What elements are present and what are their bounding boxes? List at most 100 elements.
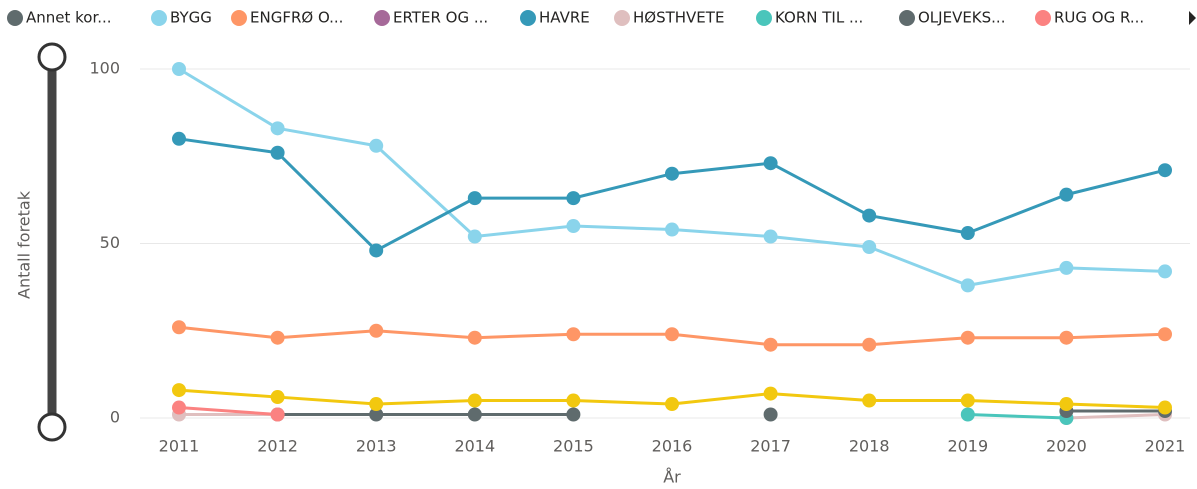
data-point bbox=[172, 62, 186, 76]
data-point bbox=[960, 226, 975, 241]
data-point bbox=[566, 327, 581, 342]
data-point bbox=[270, 330, 285, 345]
y-tick-label: 50 bbox=[100, 233, 120, 252]
legend-item[interactable]: OLJEVEKS... bbox=[899, 9, 1005, 27]
legend-swatch bbox=[374, 10, 390, 26]
legend-swatch bbox=[614, 10, 630, 26]
y-tick-label: 0 bbox=[110, 408, 120, 427]
data-point bbox=[665, 166, 679, 181]
x-tick-label: 2020 bbox=[1046, 437, 1087, 456]
legend-label: HØSTHVETE bbox=[633, 9, 724, 27]
data-point bbox=[1158, 400, 1172, 415]
data-point bbox=[1059, 330, 1074, 345]
legend-label: Annet kor... bbox=[26, 9, 112, 27]
legend-scroll-arrow[interactable] bbox=[1189, 11, 1196, 25]
data-point bbox=[369, 397, 384, 412]
data-point bbox=[172, 400, 186, 415]
x-tick-label: 2021 bbox=[1145, 437, 1186, 456]
legend-swatch bbox=[899, 10, 915, 26]
data-point bbox=[1059, 260, 1074, 275]
slider-handle[interactable] bbox=[37, 412, 67, 442]
legend-item[interactable]: BYGG bbox=[151, 9, 212, 27]
data-point bbox=[172, 320, 186, 335]
data-point bbox=[369, 138, 384, 153]
legend-item[interactable]: ERTER OG ... bbox=[374, 9, 488, 27]
legend-label: ENGFRØ O... bbox=[250, 9, 343, 27]
data-point bbox=[862, 208, 877, 223]
x-axis-title: År bbox=[663, 468, 681, 487]
data-point bbox=[960, 278, 975, 293]
data-point bbox=[566, 219, 581, 234]
data-point bbox=[467, 393, 482, 408]
data-point bbox=[369, 323, 384, 338]
legend-swatch bbox=[756, 10, 772, 26]
legend-label: BYGG bbox=[170, 9, 212, 27]
data-point bbox=[763, 156, 778, 171]
data-point bbox=[566, 393, 581, 408]
legend-label: KORN TIL ... bbox=[775, 9, 863, 27]
legend-item[interactable]: Annet kor... bbox=[7, 9, 112, 27]
data-point bbox=[862, 337, 877, 352]
data-point bbox=[467, 330, 482, 345]
data-point bbox=[270, 121, 285, 136]
data-point bbox=[1059, 397, 1074, 412]
x-tick-label: 2012 bbox=[257, 437, 298, 456]
data-point bbox=[665, 222, 679, 237]
data-point bbox=[862, 239, 877, 254]
data-point bbox=[665, 397, 679, 412]
data-point bbox=[862, 393, 877, 408]
data-point bbox=[270, 407, 285, 422]
data-point bbox=[960, 393, 975, 408]
x-tick-label: 2017 bbox=[750, 437, 791, 456]
x-tick-label: 2015 bbox=[553, 437, 594, 456]
legend-item[interactable]: HAVRE bbox=[520, 9, 590, 27]
range-slider[interactable] bbox=[37, 42, 67, 442]
data-point bbox=[960, 330, 975, 345]
data-point bbox=[172, 383, 186, 398]
data-point bbox=[467, 407, 482, 422]
legend-item[interactable]: KORN TIL ... bbox=[756, 9, 863, 27]
legend-swatch bbox=[1035, 10, 1051, 26]
legend-item[interactable]: ENGFRØ O... bbox=[231, 9, 343, 27]
data-point bbox=[1158, 327, 1172, 342]
series-line bbox=[178, 406, 278, 417]
data-point bbox=[566, 191, 581, 206]
legend-item[interactable]: HØSTHVETE bbox=[614, 9, 724, 27]
series-line bbox=[967, 413, 1067, 420]
data-point bbox=[369, 407, 384, 422]
data-point bbox=[467, 191, 482, 206]
legend-label: RUG OG R... bbox=[1054, 9, 1144, 27]
legend-swatch bbox=[231, 10, 247, 26]
x-tick-label: 2016 bbox=[652, 437, 693, 456]
legend-label: OLJEVEKS... bbox=[918, 9, 1005, 27]
y-tick-label: 100 bbox=[89, 59, 120, 78]
data-point bbox=[566, 407, 581, 422]
data-point bbox=[270, 145, 285, 160]
data-point bbox=[467, 229, 482, 244]
data-point bbox=[172, 131, 186, 146]
data-point bbox=[270, 390, 285, 405]
data-point bbox=[1059, 187, 1074, 202]
y-axis-title: Antall foretak bbox=[15, 190, 34, 299]
x-tick-label: 2013 bbox=[356, 437, 397, 456]
legend-swatch bbox=[151, 10, 167, 26]
data-point bbox=[763, 229, 778, 244]
data-point bbox=[763, 337, 778, 352]
data-point bbox=[763, 407, 778, 422]
legend-swatch bbox=[520, 10, 536, 26]
legend-item[interactable]: RUG OG R... bbox=[1035, 9, 1144, 27]
data-point bbox=[960, 407, 975, 422]
data-point bbox=[763, 386, 778, 401]
x-tick-label: 2018 bbox=[849, 437, 890, 456]
legend-label: ERTER OG ... bbox=[393, 9, 488, 27]
data-point bbox=[1158, 264, 1172, 279]
data-point bbox=[665, 327, 679, 342]
legend-label: HAVRE bbox=[539, 9, 590, 27]
x-tick-label: 2019 bbox=[947, 437, 988, 456]
slider-handle[interactable] bbox=[37, 42, 67, 72]
x-tick-label: 2011 bbox=[159, 437, 200, 456]
data-point bbox=[1158, 163, 1172, 178]
data-point bbox=[369, 243, 384, 258]
x-tick-label: 2014 bbox=[454, 437, 495, 456]
